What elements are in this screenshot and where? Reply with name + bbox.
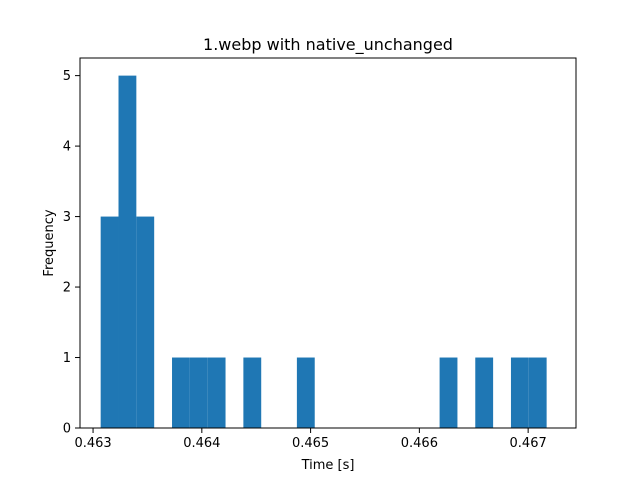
plot-frame [79,57,577,429]
y-tick-label: 0 [63,422,71,437]
histogram-bar [207,357,226,428]
histogram-bar [100,216,119,428]
x-tick-label: 0.467 [510,436,547,451]
histogram-bar [510,357,529,428]
x-axis-label: Time [s] [301,458,355,473]
histogram-bar [243,357,262,428]
y-tick-label: 2 [63,281,71,296]
y-tick-label: 1 [63,351,71,366]
histogram-bar [136,216,155,428]
x-tick-label: 0.464 [183,436,220,451]
histogram-bar [189,357,208,428]
y-axis-label: Frequency [42,209,57,276]
x-tick-label: 0.463 [74,436,111,451]
x-tick-label: 0.465 [292,436,329,451]
histogram-bar [439,357,458,428]
y-axis-ticks: 0 1 2 3 4 5 [63,69,80,437]
bars-group [100,75,547,428]
histogram-bar [296,357,315,428]
chart-title: 1.webp with native_unchanged [203,35,453,55]
x-axis-ticks: 0.463 0.464 0.465 0.466 0.467 [74,428,547,451]
histogram-bar [528,357,547,428]
y-tick-label: 4 [63,140,71,155]
y-tick-label: 5 [63,69,71,84]
x-tick-label: 0.466 [401,436,438,451]
histogram-bar [475,357,494,428]
histogram-bar [118,75,137,428]
y-tick-label: 3 [63,210,71,225]
histogram-bar [172,357,190,428]
